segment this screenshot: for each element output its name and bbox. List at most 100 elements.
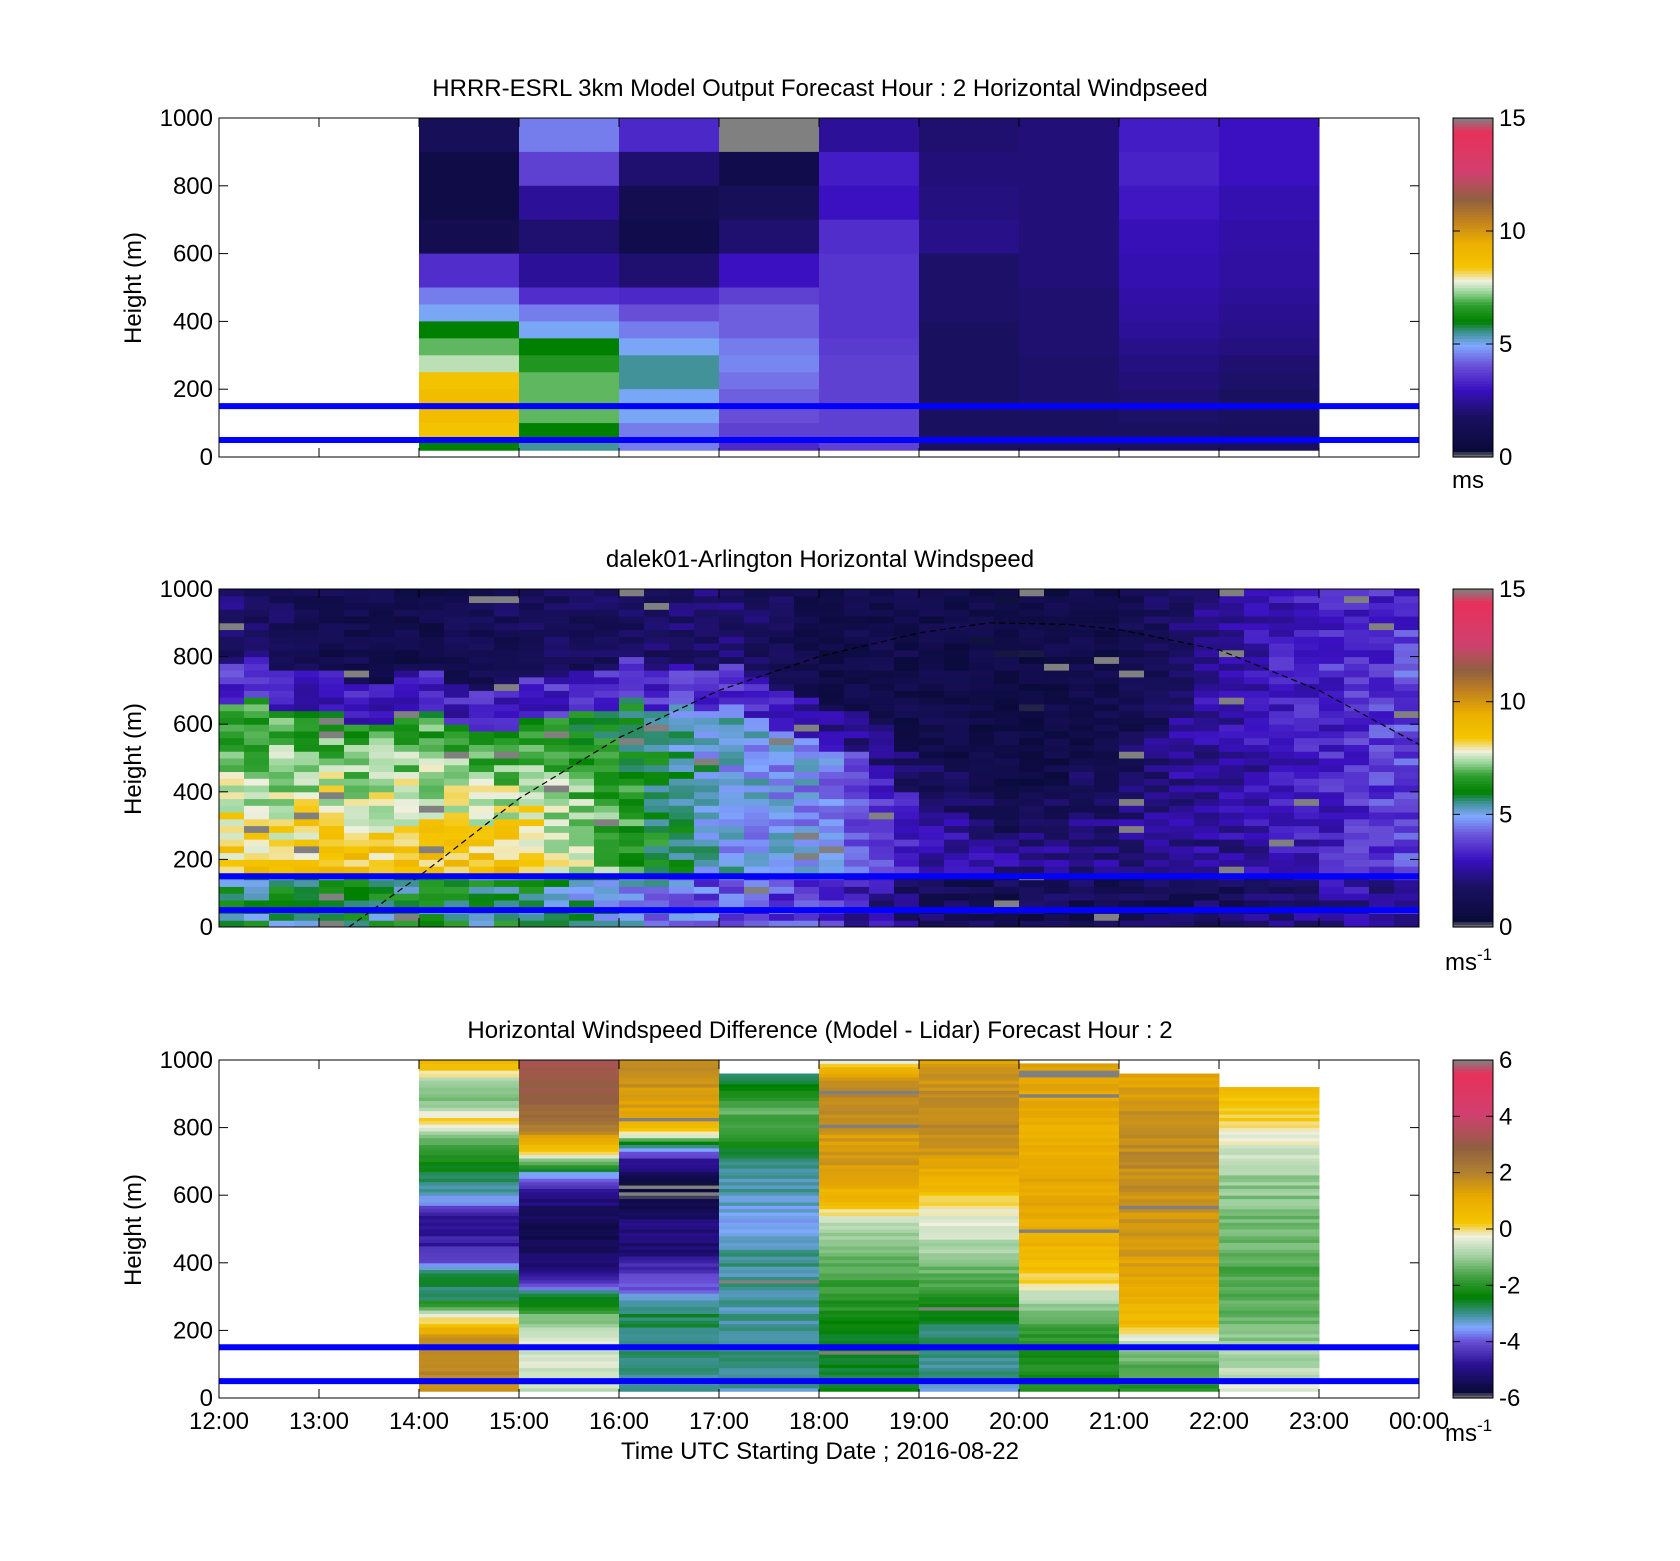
heatmap-cell [319, 866, 345, 874]
heatmap-cell [1344, 758, 1370, 766]
heatmap-cell [319, 859, 345, 867]
heatmap-cell [1119, 1218, 1220, 1223]
heatmap-cell [819, 595, 845, 604]
colorbar-swatch [1453, 335, 1493, 339]
heatmap-cell [369, 683, 395, 691]
heatmap-cell [919, 1293, 1020, 1298]
colorbar-swatch [1453, 1330, 1493, 1334]
heatmap-cell [919, 1212, 1020, 1216]
heatmap-cell [794, 818, 820, 827]
heatmap-cell [419, 1225, 520, 1230]
heatmap-cell [619, 805, 645, 813]
heatmap-cell [519, 1090, 620, 1095]
heatmap-cell [819, 1097, 920, 1102]
heatmap-cell [644, 845, 670, 854]
heatmap-cell [1019, 1293, 1120, 1298]
heatmap-cell [1019, 389, 1120, 407]
heatmap-cell [1069, 717, 1095, 725]
heatmap-cell [1344, 737, 1370, 745]
heatmap-cell [1019, 1337, 1120, 1342]
heatmap-cell [419, 724, 445, 732]
heatmap-cell [894, 818, 920, 827]
heatmap-cell [1219, 791, 1245, 800]
heatmap-cell [944, 758, 970, 766]
heatmap-cell [419, 1120, 520, 1125]
heatmap-cell [1119, 1124, 1220, 1129]
heatmap-cell [719, 1083, 820, 1088]
heatmap-cell [1194, 602, 1220, 610]
heatmap-cell [1069, 812, 1095, 820]
heatmap-cell [794, 730, 820, 739]
heatmap-cell [419, 118, 520, 153]
heatmap-cell [1094, 866, 1120, 874]
guide-lines [219, 1344, 1419, 1385]
heatmap-cell [1119, 785, 1145, 793]
heatmap-cell [1269, 751, 1295, 759]
heatmap-cell [919, 791, 945, 800]
heatmap-cell [544, 737, 570, 745]
heatmap-cell [694, 778, 720, 786]
heatmap-cell [469, 785, 495, 793]
heatmap-cell [1144, 798, 1170, 806]
heatmap-cell [1044, 805, 1070, 813]
heatmap-cell [1344, 778, 1370, 786]
heatmap-cell [1094, 859, 1120, 867]
colorbar-swatch [1453, 1119, 1493, 1123]
colorbar-swatch [1453, 403, 1493, 407]
heatmap-cell [1319, 886, 1345, 894]
heatmap-cell [944, 717, 970, 725]
heatmap-cell [844, 602, 870, 610]
heatmap-cell [819, 920, 845, 928]
heatmap-cell [1269, 785, 1295, 793]
colorbar-swatch [1453, 1395, 1493, 1399]
colorbar-swatch [1453, 1088, 1493, 1092]
heatmap-cell [1019, 1073, 1120, 1078]
heatmap-cell [919, 1066, 1020, 1071]
heatmap-cell [969, 920, 995, 928]
heatmap-cell [844, 717, 870, 725]
heatmap-cell [844, 690, 870, 698]
heatmap-cell [569, 690, 595, 698]
heatmap-cell [719, 717, 745, 725]
heatmap-cell [1094, 771, 1120, 779]
heatmap-cell [894, 676, 920, 685]
colorbar-swatch [1453, 673, 1493, 677]
heatmap-cell [744, 839, 770, 847]
heatmap-cell [1219, 1266, 1320, 1271]
heatmap-cell [1019, 151, 1120, 187]
heatmap-cell [519, 1327, 620, 1331]
heatmap-cell [369, 622, 395, 631]
heatmap-cell [344, 899, 370, 908]
colorbar-swatch [1453, 349, 1493, 354]
heatmap-cell [819, 622, 845, 631]
colorbar-swatch [1453, 380, 1493, 385]
heatmap-cell [1019, 805, 1045, 813]
heatmap-cell [719, 832, 745, 840]
heatmap-cell [544, 616, 570, 624]
heatmap-cell [869, 785, 895, 793]
heatmap-cell [319, 697, 345, 705]
heatmap-cell [1069, 778, 1095, 786]
heatmap-cell [344, 730, 370, 739]
heatmap-cell [1219, 1387, 1320, 1392]
heatmap-cell [519, 616, 545, 624]
heatmap-cell [619, 1191, 720, 1196]
heatmap-cell [419, 1134, 520, 1139]
heatmap-cell [1269, 730, 1295, 739]
heatmap-cell [744, 643, 770, 651]
heatmap-cell [1119, 1087, 1220, 1091]
heatmap-cell [1219, 1201, 1320, 1206]
heatmap-cell [619, 643, 645, 651]
heatmap-cell [344, 751, 370, 759]
heatmap-cell [519, 1205, 620, 1210]
colorbar-swatch [1453, 451, 1493, 455]
heatmap-cell [369, 676, 395, 685]
colorbar-swatch [1453, 901, 1493, 906]
heatmap-cell [294, 805, 320, 813]
heatmap-cell [244, 703, 270, 712]
heatmap-cell [944, 805, 970, 813]
heatmap-cell [919, 744, 945, 752]
colorbar-swatch [1453, 273, 1493, 277]
colorbar-swatch [1453, 437, 1493, 441]
heatmap-cell [419, 764, 445, 773]
